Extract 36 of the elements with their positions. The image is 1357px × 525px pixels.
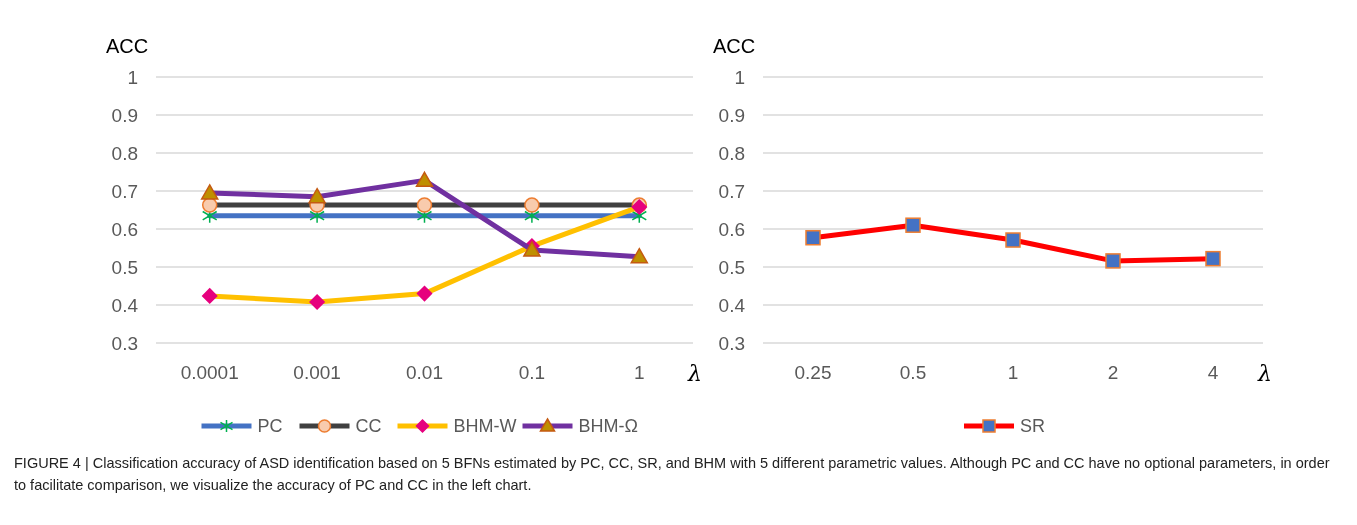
y-tick-label: 0.5 — [718, 256, 745, 278]
y-tick-label: 0.4 — [111, 294, 139, 316]
x-axis-title: λ — [1257, 361, 1272, 386]
x-axis-title: λ — [687, 361, 702, 386]
x-tick-label: 4 — [1207, 362, 1219, 383]
y-tick-label: 0.7 — [111, 180, 138, 202]
y-tick-label: 0.8 — [111, 142, 138, 164]
x-tick-label: 0.1 — [518, 362, 546, 383]
y-tick-label: 0.6 — [111, 218, 138, 240]
x-tick-label: 1 — [1007, 362, 1019, 383]
x-tick-label: 0.0001 — [180, 362, 239, 383]
legend-label: BHM-Ω — [578, 416, 638, 437]
y-tick-label: 0.5 — [111, 256, 138, 278]
y-tick-label: 0.9 — [718, 104, 745, 126]
y-tick-label: 0.9 — [111, 104, 138, 126]
x-tick-label: 2 — [1107, 362, 1119, 383]
y-axis-title: ACC — [713, 35, 756, 57]
y-tick-label: 0.8 — [718, 142, 745, 164]
x-tick-label: 0.5 — [899, 362, 927, 383]
x-tick-label: 0.25 — [794, 362, 832, 383]
y-tick-label: 1 — [734, 66, 745, 88]
y-tick-label: 0.6 — [718, 218, 745, 240]
y-tick-label: 0.4 — [718, 294, 746, 316]
legend-label: BHM-W — [453, 416, 517, 437]
x-tick-label: 0.01 — [406, 362, 443, 383]
y-tick-label: 0.3 — [718, 332, 745, 354]
caption: FIGURE 4 | Classification accuracy of ASD identification based on 5 BFNs estimated by PC, CC, SR, and BHM with 5 different parametric values. Although PC and CC have no optional parameters, in order to facilitate comparison, we visualize the accuracy of PC and CC in the left chart. — [14, 454, 1331, 495]
legend-label: PC — [257, 416, 283, 437]
y-tick-label: 0.3 — [111, 332, 138, 354]
y-tick-label: 1 — [127, 66, 138, 88]
legend-label: SR — [1020, 416, 1046, 437]
y-axis-title: ACC — [106, 35, 149, 57]
x-tick-label: 0.001 — [293, 362, 341, 383]
legend-label: CC — [355, 416, 382, 437]
x-tick-label: 1 — [634, 362, 645, 383]
y-tick-label: 0.7 — [718, 180, 745, 202]
